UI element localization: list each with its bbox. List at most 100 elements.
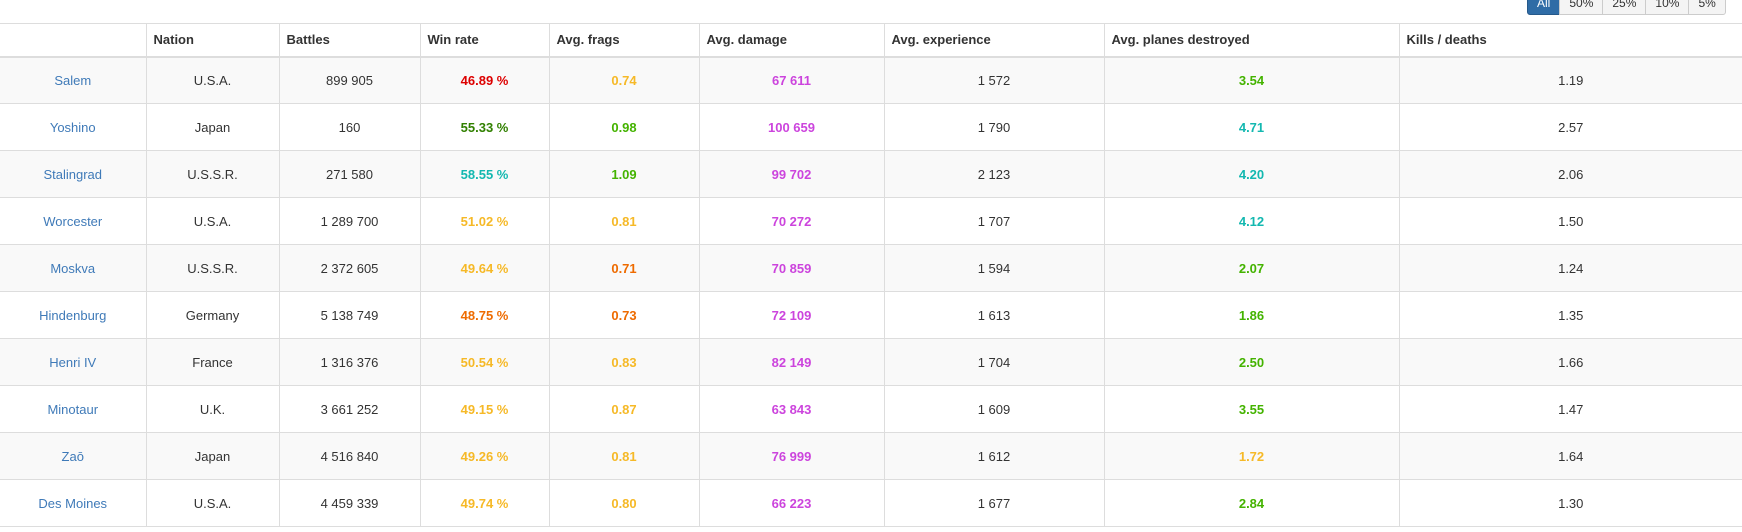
avg-damage-cell: 70 272 [698, 197, 884, 245]
win-rate-cell: 49.74 % [419, 479, 549, 527]
kills-deaths-cell: 1.24 [1398, 244, 1742, 292]
avg-experience-cell: 2 123 [883, 150, 1104, 198]
nation-cell: U.S.A. [145, 197, 279, 245]
avg-experience-cell: 1 612 [883, 432, 1104, 480]
avg-frags-cell: 0.98 [548, 103, 699, 151]
avg-frags-cell: 0.83 [548, 338, 699, 386]
kills-deaths-cell: 2.57 [1398, 103, 1742, 151]
ship-name-link[interactable]: Moskva [50, 260, 96, 276]
column-header-win-rate[interactable]: Win rate [419, 23, 549, 57]
avg-frags-cell: 0.71 [548, 244, 699, 292]
avg-damage-cell: 66 223 [698, 479, 884, 527]
filter-50-button[interactable]: 50% [1559, 0, 1604, 15]
table-header-row: Nation Battles Win rate Avg. frags Avg. … [0, 23, 1742, 57]
avg-experience-cell: 1 707 [883, 197, 1104, 245]
avg-damage-cell: 70 859 [698, 244, 884, 292]
column-header-avg-damage[interactable]: Avg. damage [698, 23, 884, 57]
ship-name-link[interactable]: Hindenburg [39, 307, 107, 323]
win-rate-cell: 58.55 % [419, 150, 549, 198]
avg-damage-cell: 76 999 [698, 432, 884, 480]
table-row: Des Moines U.S.A. 4 459 339 49.74 % 0.80 66 2… [0, 479, 1742, 527]
column-header-avg-planes-destroyed[interactable]: Avg. planes destroyed [1103, 23, 1399, 57]
percentile-filter-group: All 50% 25% 10% 5% [1527, 0, 1726, 15]
win-rate-cell: 50.54 % [419, 338, 549, 386]
avg-planes-destroyed-cell: 2.50 [1103, 338, 1399, 386]
win-rate-cell: 51.02 % [419, 197, 549, 245]
nation-cell: U.S.S.R. [145, 150, 279, 198]
battles-cell: 1 316 376 [278, 338, 420, 386]
nation-cell: U.K. [145, 385, 279, 433]
avg-experience-cell: 1 613 [883, 291, 1104, 339]
table-row: Henri IV France 1 316 376 50.54 % 0.83 82 149… [0, 338, 1742, 386]
filter-25-button[interactable]: 25% [1602, 0, 1647, 15]
avg-damage-cell: 82 149 [698, 338, 884, 386]
kills-deaths-cell: 1.50 [1398, 197, 1742, 245]
column-header-avg-frags[interactable]: Avg. frags [548, 23, 699, 57]
win-rate-cell: 48.75 % [419, 291, 549, 339]
avg-frags-cell: 1.09 [548, 150, 699, 198]
kills-deaths-cell: 1.66 [1398, 338, 1742, 386]
kills-deaths-cell: 1.47 [1398, 385, 1742, 433]
win-rate-cell: 49.15 % [419, 385, 549, 433]
avg-damage-cell: 99 702 [698, 150, 884, 198]
table-row: Yoshino Japan 160 55.33 % 0.98 100 659 1 790 4.… [0, 103, 1742, 151]
filter-all-button[interactable]: All [1527, 0, 1561, 15]
ship-stats-table: Nation Battles Win rate Avg. frags Avg. … [0, 23, 1742, 527]
table-row: Hindenburg Germany 5 138 749 48.75 % 0.73 72 … [0, 291, 1742, 339]
win-rate-cell: 46.89 % [419, 56, 549, 104]
avg-experience-cell: 1 594 [883, 244, 1104, 292]
avg-planes-destroyed-cell: 2.07 [1103, 244, 1399, 292]
battles-cell: 4 459 339 [278, 479, 420, 527]
ship-name-link[interactable]: Zaō [61, 448, 84, 464]
ship-name-link[interactable]: Worcester [43, 213, 103, 229]
column-header-avg-experience[interactable]: Avg. experience [883, 23, 1104, 57]
battles-cell: 2 372 605 [278, 244, 420, 292]
avg-planes-destroyed-cell: 4.12 [1103, 197, 1399, 245]
avg-planes-destroyed-cell: 1.86 [1103, 291, 1399, 339]
kills-deaths-cell: 1.64 [1398, 432, 1742, 480]
win-rate-cell: 55.33 % [419, 103, 549, 151]
nation-cell: U.S.A. [145, 479, 279, 527]
nation-cell: Germany [145, 291, 279, 339]
ship-name-link[interactable]: Stalingrad [43, 166, 103, 182]
column-header-kills-deaths[interactable]: Kills / deaths [1398, 23, 1742, 57]
ship-name-link[interactable]: Yoshino [49, 119, 96, 135]
ship-name-link[interactable]: Henri IV [49, 354, 97, 370]
avg-experience-cell: 1 677 [883, 479, 1104, 527]
table-row: Worcester U.S.A. 1 289 700 51.02 % 0.81 70 27… [0, 197, 1742, 245]
column-header-nation[interactable]: Nation [145, 23, 279, 57]
kills-deaths-cell: 1.30 [1398, 479, 1742, 527]
ship-name-link[interactable]: Minotaur [47, 401, 99, 417]
nation-cell: U.S.S.R. [145, 244, 279, 292]
column-header-ship[interactable] [0, 24, 146, 57]
battles-cell: 271 580 [278, 150, 420, 198]
avg-planes-destroyed-cell: 3.54 [1103, 56, 1399, 104]
table-row: Salem U.S.A. 899 905 46.89 % 0.74 67 611 1 572… [0, 56, 1742, 104]
filter-5-button[interactable]: 5% [1688, 0, 1726, 15]
table-row: Stalingrad U.S.S.R. 271 580 58.55 % 1.09 99 7… [0, 150, 1742, 198]
ship-name-link[interactable]: Des Moines [38, 495, 108, 511]
battles-cell: 4 516 840 [278, 432, 420, 480]
ship-name-link[interactable]: Salem [54, 72, 92, 88]
nation-cell: U.S.A. [145, 56, 279, 104]
avg-frags-cell: 0.87 [548, 385, 699, 433]
avg-damage-cell: 67 611 [698, 56, 884, 104]
kills-deaths-cell: 2.06 [1398, 150, 1742, 198]
avg-experience-cell: 1 572 [883, 56, 1104, 104]
kills-deaths-cell: 1.35 [1398, 291, 1742, 339]
avg-damage-cell: 63 843 [698, 385, 884, 433]
filter-10-button[interactable]: 10% [1645, 0, 1690, 15]
column-header-battles[interactable]: Battles [278, 23, 420, 57]
avg-damage-cell: 100 659 [698, 103, 884, 151]
nation-cell: France [145, 338, 279, 386]
table-body: Salem U.S.A. 899 905 46.89 % 0.74 67 611 1 572… [0, 56, 1742, 527]
avg-frags-cell: 0.73 [548, 291, 699, 339]
table-row: Zaō Japan 4 516 840 49.26 % 0.81 76 999 1 612 1… [0, 432, 1742, 480]
table-row: Minotaur U.K. 3 661 252 49.15 % 0.87 63 843 1 … [0, 385, 1742, 433]
table-row: Moskva U.S.S.R. 2 372 605 49.64 % 0.71 70 859… [0, 244, 1742, 292]
battles-cell: 5 138 749 [278, 291, 420, 339]
kills-deaths-cell: 1.19 [1398, 56, 1742, 104]
avg-frags-cell: 0.80 [548, 479, 699, 527]
nation-cell: Japan [145, 432, 279, 480]
avg-frags-cell: 0.81 [548, 197, 699, 245]
